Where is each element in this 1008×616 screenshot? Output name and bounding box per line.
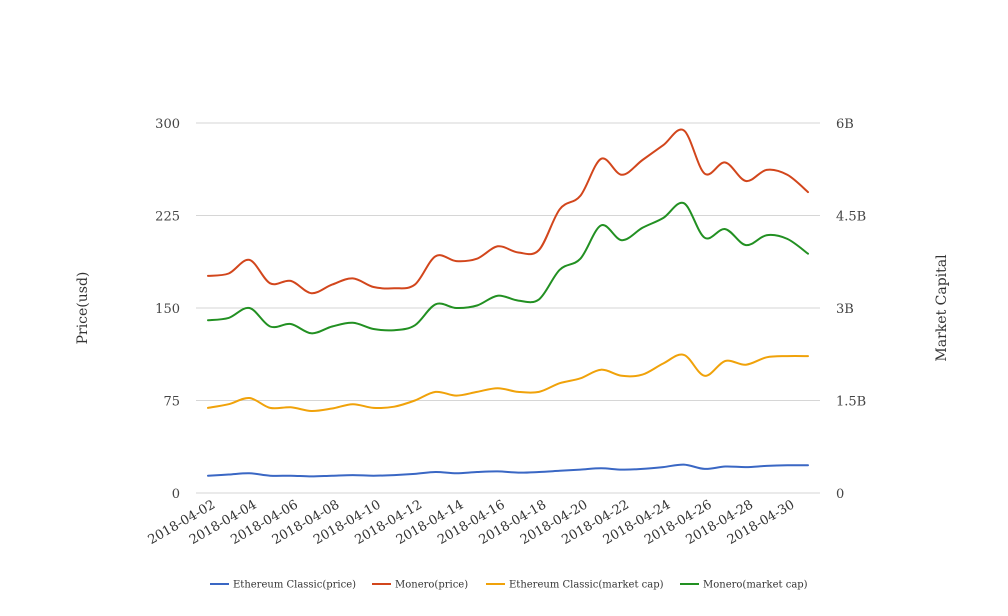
legend-label: Ethereum Classic(market cap) <box>509 580 664 591</box>
gridlines <box>196 122 820 494</box>
series-lines <box>207 128 809 478</box>
series-line-2 <box>207 353 809 413</box>
series-line-0 <box>207 463 809 478</box>
series-line-1 <box>207 128 809 295</box>
right-y-tick-label: 6B <box>836 117 854 132</box>
right-y-tick-label: 4.5B <box>836 210 866 225</box>
legend-label: Monero(market cap) <box>703 580 808 591</box>
legend-label: Monero(price) <box>395 580 468 591</box>
right-y-tick-label: 0 <box>836 487 844 502</box>
series-line-3 <box>207 201 809 335</box>
left-y-tick-label: 0 <box>172 487 180 502</box>
right-y-axis-ticks: 0 1.5B 3B 4.5B 6B <box>836 117 866 502</box>
right-y-tick-label: 1.5B <box>836 395 866 410</box>
left-y-tick-label: 300 <box>155 117 180 132</box>
x-axis-ticks: 2018-04-022018-04-042018-04-062018-04-08… <box>146 497 798 547</box>
left-y-tick-label: 225 <box>155 210 180 225</box>
legend: Ethereum Classic(price) Monero(price) Ethe… <box>210 580 808 591</box>
right-y-axis-title: Market Capital <box>934 254 950 362</box>
left-y-axis-title: Price(usd) <box>75 272 91 345</box>
legend-label: Ethereum Classic(price) <box>233 580 356 591</box>
left-y-tick-label: 75 <box>163 395 180 410</box>
left-y-axis-ticks: 0 75 150 225 300 <box>155 117 180 502</box>
left-y-tick-label: 150 <box>155 302 180 317</box>
right-y-tick-label: 3B <box>836 302 854 317</box>
